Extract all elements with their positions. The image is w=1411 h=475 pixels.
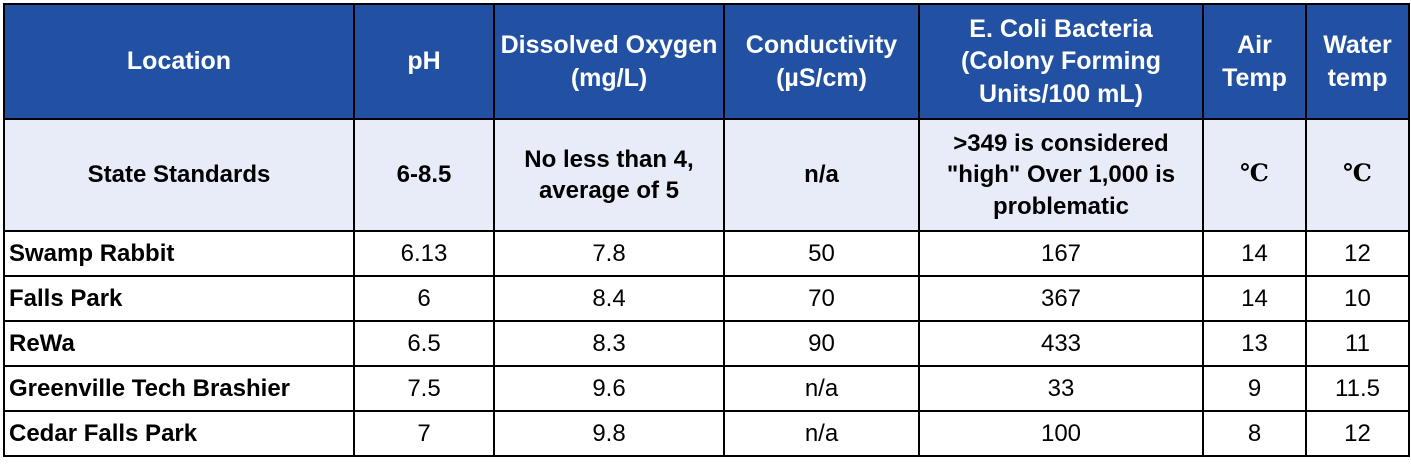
value-cell: 7.8 <box>493 230 725 277</box>
standards-cell: State Standards <box>3 118 355 232</box>
value-cell: 8 <box>1202 410 1307 457</box>
value-cell: 7 <box>353 410 495 457</box>
standards-cell: n/a <box>723 118 920 232</box>
header-row: Location pH Dissolved Oxygen (mg/L) Conduct… <box>3 3 1410 120</box>
value-cell: 7.5 <box>353 365 495 412</box>
value-cell: 14 <box>1202 275 1307 322</box>
value-cell: 433 <box>918 320 1204 367</box>
standards-cell: 6-8.5 <box>353 118 495 232</box>
value-cell: 11 <box>1305 320 1410 367</box>
standards-cell: No less than 4, average of 5 <box>493 118 725 232</box>
value-cell: 12 <box>1305 410 1410 457</box>
value-cell: 6 <box>353 275 495 322</box>
header-cell: pH <box>353 3 495 120</box>
value-cell: 9.8 <box>493 410 725 457</box>
data-row: ReWa 6.5 8.3 90 433 13 11 <box>3 320 1410 367</box>
header-cell: E. Coli Bacteria (Colony Forming Units/1… <box>918 3 1204 120</box>
header-cell: Location <box>3 3 355 120</box>
location-cell: Swamp Rabbit <box>3 230 355 277</box>
value-cell: 33 <box>918 365 1204 412</box>
value-cell: 367 <box>918 275 1204 322</box>
standards-cell: ℃ <box>1305 118 1410 232</box>
value-cell: 12 <box>1305 230 1410 277</box>
value-cell: 90 <box>723 320 920 367</box>
location-cell: Falls Park <box>3 275 355 322</box>
value-cell: 8.4 <box>493 275 725 322</box>
header-cell: Water temp <box>1305 3 1410 120</box>
value-cell: 70 <box>723 275 920 322</box>
water-quality-table: Location pH Dissolved Oxygen (mg/L) Conduct… <box>3 3 1410 457</box>
standards-row: State Standards 6-8.5 No less than 4, aver… <box>3 118 1410 232</box>
value-cell: n/a <box>723 410 920 457</box>
standards-cell: >349 is considered "high" Over 1,000 is … <box>918 118 1204 232</box>
location-cell: Greenville Tech Brashier <box>3 365 355 412</box>
value-cell: 9 <box>1202 365 1307 412</box>
location-cell: ReWa <box>3 320 355 367</box>
value-cell: 14 <box>1202 230 1307 277</box>
value-cell: 6.13 <box>353 230 495 277</box>
value-cell: 100 <box>918 410 1204 457</box>
table-header: Location pH Dissolved Oxygen (mg/L) Conduct… <box>3 3 1410 120</box>
value-cell: 11.5 <box>1305 365 1410 412</box>
standards-cell: ℃ <box>1202 118 1307 232</box>
table-container: Location pH Dissolved Oxygen (mg/L) Conduct… <box>3 3 1410 457</box>
location-cell: Cedar Falls Park <box>3 410 355 457</box>
header-cell: Conductivity (µS/cm) <box>723 3 920 120</box>
data-row: Swamp Rabbit 6.13 7.8 50 167 14 12 <box>3 230 1410 277</box>
data-row: Greenville Tech Brashier 7.5 9.6 n/a 33 9 11.5 <box>3 365 1410 412</box>
value-cell: 6.5 <box>353 320 495 367</box>
data-row: Cedar Falls Park 7 9.8 n/a 100 8 12 <box>3 410 1410 457</box>
value-cell: 10 <box>1305 275 1410 322</box>
table-body: State Standards 6-8.5 No less than 4, aver… <box>3 118 1410 457</box>
value-cell: n/a <box>723 365 920 412</box>
data-row: Falls Park 6 8.4 70 367 14 10 <box>3 275 1410 322</box>
value-cell: 9.6 <box>493 365 725 412</box>
value-cell: 8.3 <box>493 320 725 367</box>
value-cell: 50 <box>723 230 920 277</box>
header-cell: Dissolved Oxygen (mg/L) <box>493 3 725 120</box>
value-cell: 167 <box>918 230 1204 277</box>
header-cell: Air Temp <box>1202 3 1307 120</box>
value-cell: 13 <box>1202 320 1307 367</box>
